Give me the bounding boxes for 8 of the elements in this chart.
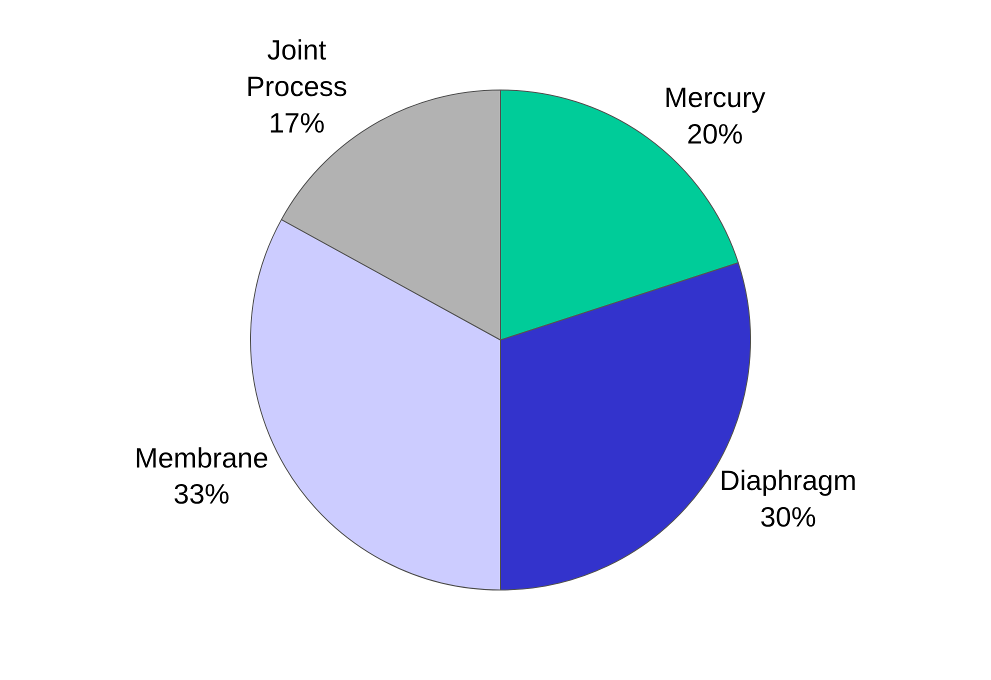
- data-label: 33%: [174, 478, 230, 510]
- data-label: 17%: [268, 107, 325, 138]
- slice-label: Membrane: [134, 442, 268, 474]
- data-label: 20%: [686, 118, 743, 150]
- slice-label: Joint Process: [246, 34, 348, 102]
- slice-label: Mercury: [664, 82, 766, 113]
- slice-label: Diaphragm: [720, 464, 857, 496]
- data-label: 30%: [760, 501, 816, 532]
